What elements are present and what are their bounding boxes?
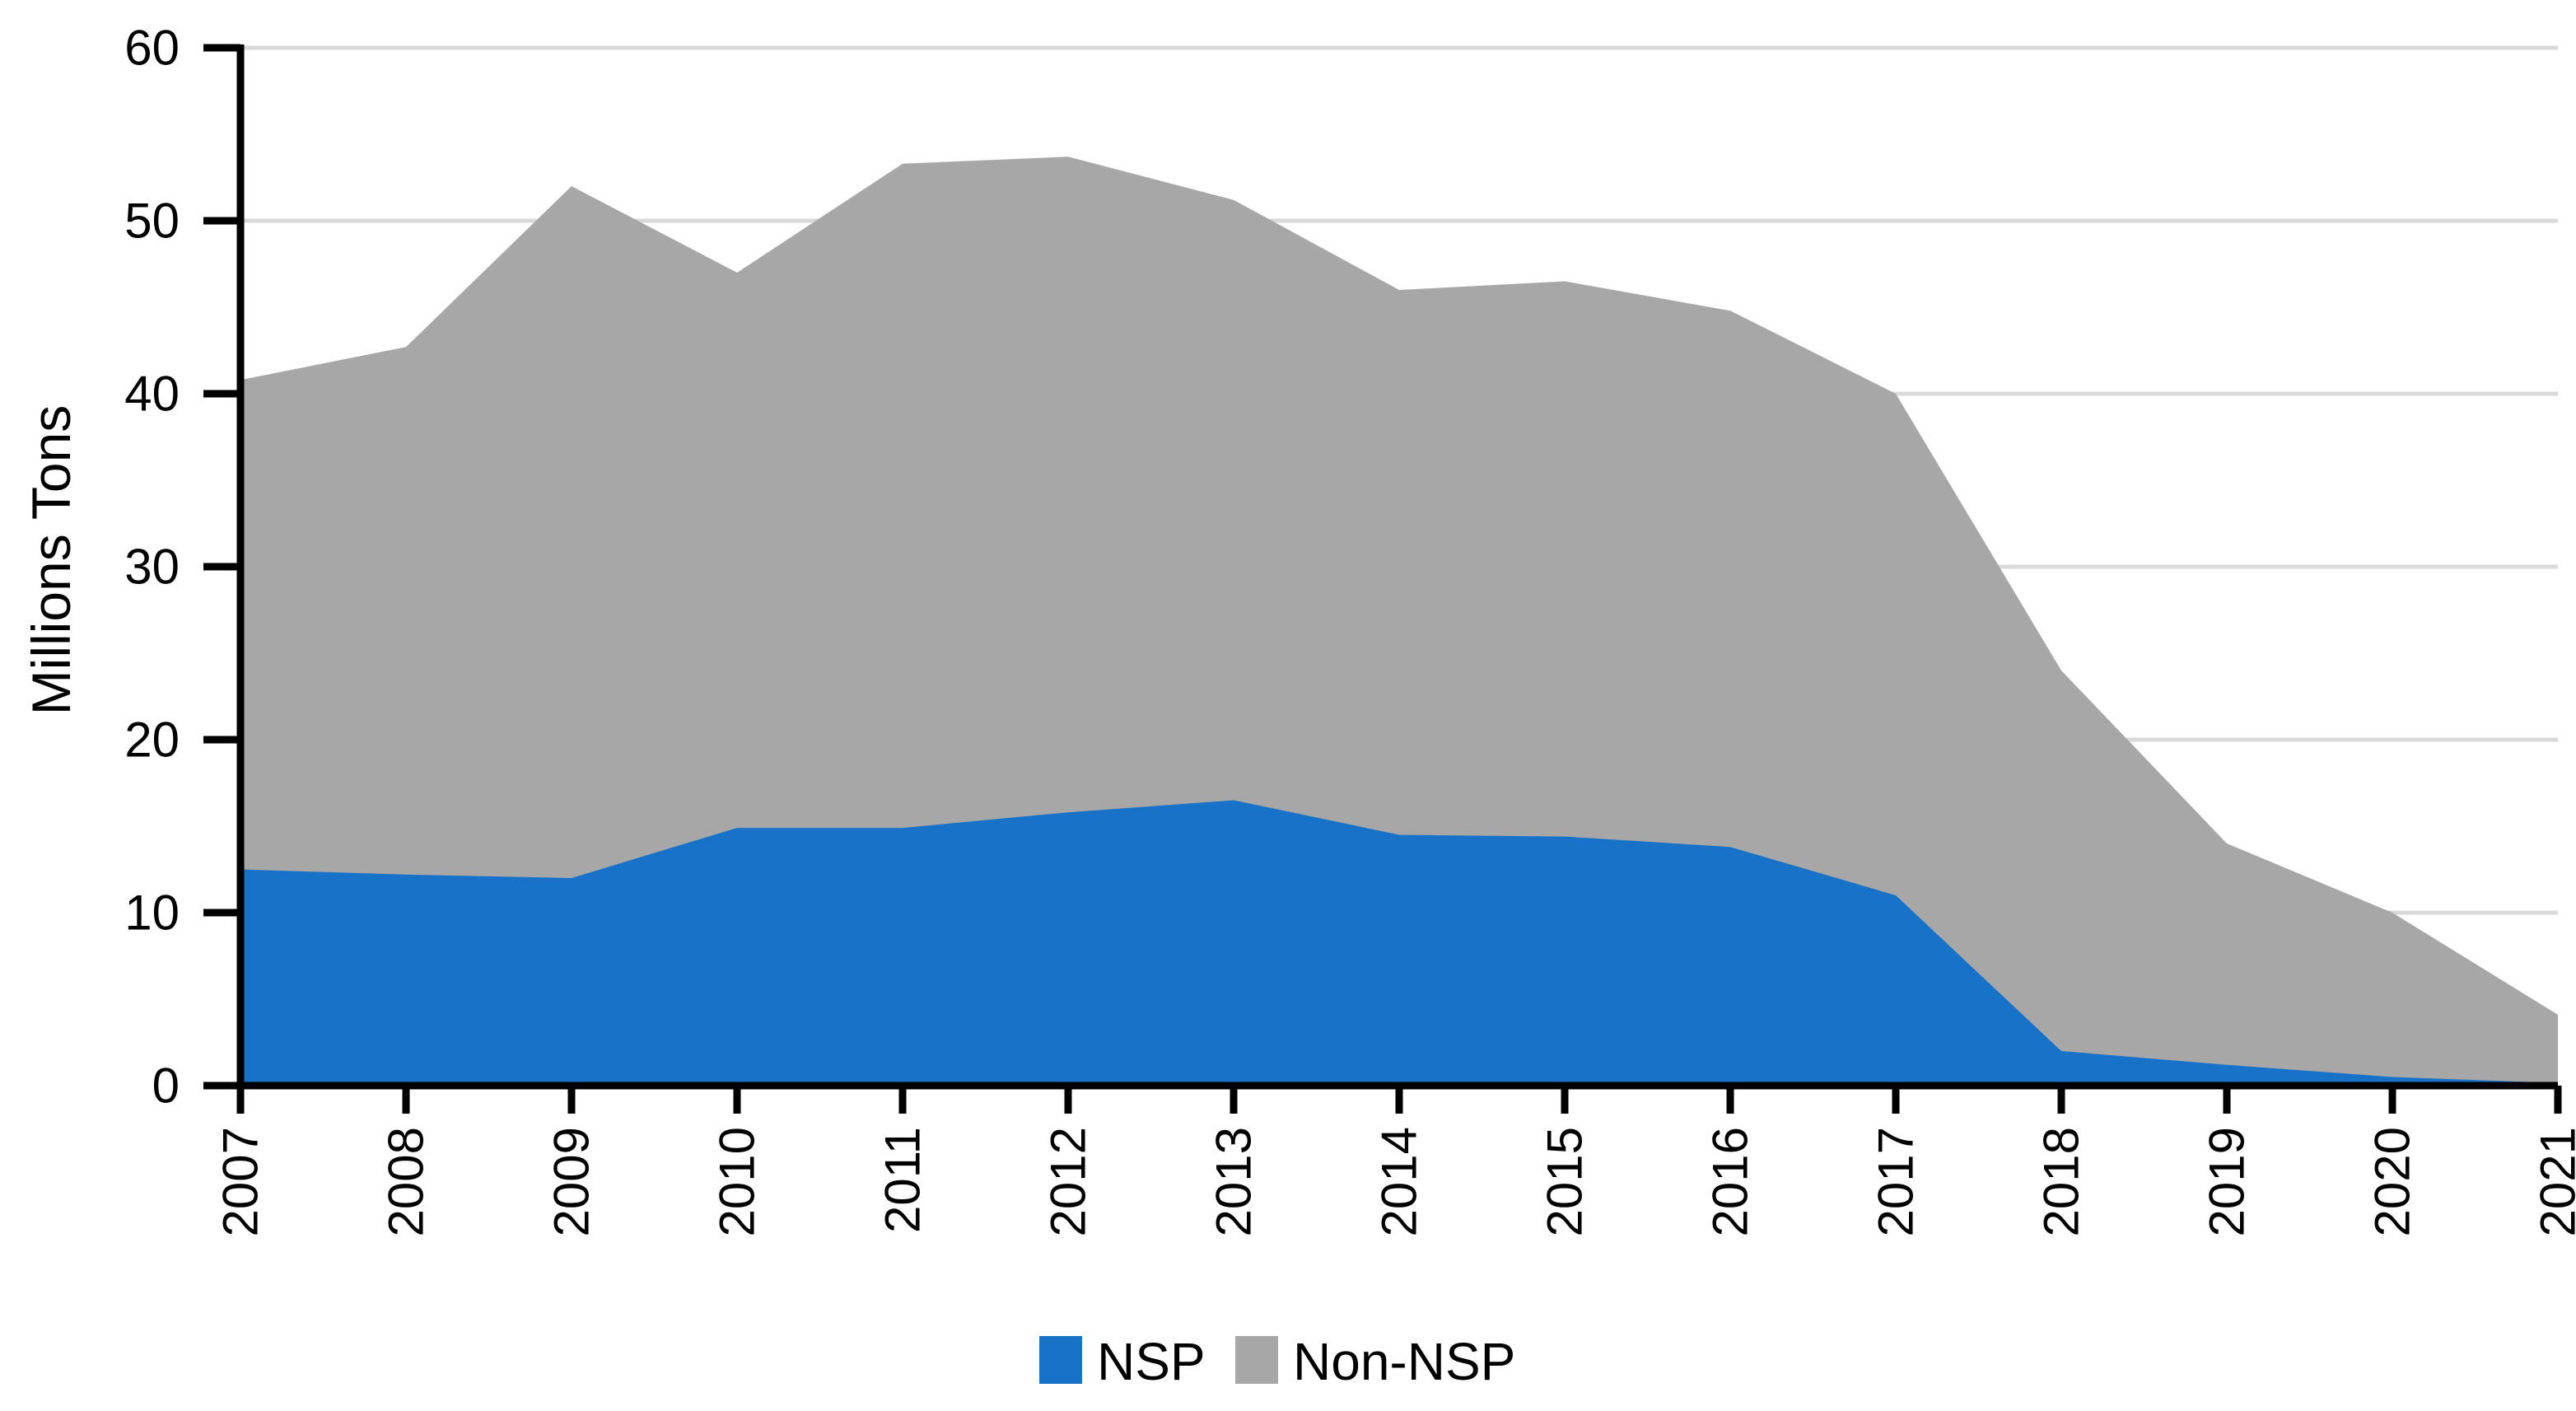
nsp-area[interactable] [240, 800, 2558, 1086]
x-tick-label-2012: 2012 [1041, 1127, 1096, 1236]
legend-label-nsp[interactable]: NSP [1097, 1332, 1206, 1391]
y-tick-labels: 0 10 20 30 40 50 60 [124, 21, 180, 1114]
x-tick-label-2007: 2007 [213, 1127, 268, 1236]
y-axis-title: Millions Tons [21, 405, 82, 716]
x-tick-label-2020: 2020 [2365, 1127, 2420, 1236]
y-tick-label-0: 0 [152, 1058, 180, 1114]
x-tick-label-2021: 2021 [2531, 1127, 2576, 1236]
legend-swatch-non-nsp[interactable] [1235, 1336, 1278, 1384]
x-tick-label-2013: 2013 [1206, 1127, 1262, 1236]
y-tick-label-20: 20 [124, 713, 180, 768]
y-tick-label-60: 60 [124, 21, 180, 76]
y-tick-label-40: 40 [124, 367, 180, 422]
legend-label-non-nsp[interactable]: Non-NSP [1293, 1332, 1515, 1391]
x-tick-label-2019: 2019 [2200, 1127, 2255, 1236]
x-ticks [236, 1086, 2562, 1114]
x-tick-labels: 2007 2008 2009 2010 2011 2012 2013 2014 2015 2016… [213, 1127, 2576, 1236]
x-tick-label-2009: 2009 [544, 1127, 600, 1236]
y-tick-label-30: 30 [124, 540, 180, 595]
y-ticks [203, 44, 240, 1090]
x-tick-label-2011: 2011 [875, 1127, 931, 1233]
x-tick-label-2014: 2014 [1372, 1127, 1427, 1236]
y-tick-label-50: 50 [124, 194, 180, 249]
x-tick-label-2018: 2018 [2034, 1127, 2089, 1236]
x-tick-label-2010: 2010 [710, 1127, 765, 1236]
legend: NSP Non-NSP [1039, 1332, 1515, 1391]
y-tick-label-10: 10 [124, 885, 180, 941]
legend-swatch-nsp[interactable] [1039, 1336, 1082, 1384]
x-tick-label-2015: 2015 [1538, 1127, 1593, 1236]
x-tick-label-2008: 2008 [379, 1127, 434, 1236]
x-tick-label-2017: 2017 [1869, 1127, 1924, 1236]
x-tick-label-2016: 2016 [1703, 1127, 1758, 1236]
